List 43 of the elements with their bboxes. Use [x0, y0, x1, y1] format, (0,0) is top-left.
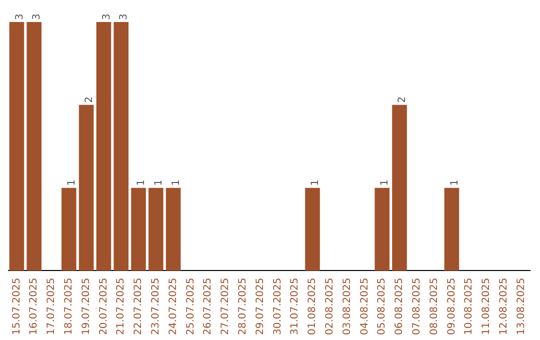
x-tick-label: 23.07.2025: [150, 278, 162, 336]
x-tick-label: 13.08.2025: [516, 278, 527, 336]
x-tick-label: 22.07.2025: [133, 278, 144, 336]
x-tick-label: 17.07.2025: [46, 278, 58, 336]
x-tick-label: 06.08.2025: [394, 278, 406, 336]
data-label: 1: [170, 179, 182, 186]
data-label: 1: [310, 179, 322, 186]
data-label: 1: [66, 179, 78, 186]
x-tick-label: 20.07.2025: [98, 278, 110, 336]
data-label: 3: [118, 14, 130, 20]
x-tick-label: 16.07.2025: [28, 278, 40, 336]
x-tick-label: 05.08.2025: [376, 278, 388, 336]
x-tick-label: 28.07.2025: [237, 278, 248, 336]
x-tick-label: 19.07.2025: [80, 278, 92, 336]
x-tick-label: 10.08.2025: [464, 278, 475, 336]
x-tick-label: 04.08.2025: [359, 278, 370, 336]
data-label: 2: [397, 96, 408, 103]
data-label: 1: [380, 179, 391, 186]
x-tick-label: 30.07.2025: [272, 278, 284, 336]
data-label: 2: [84, 96, 95, 103]
x-tick-label: 21.07.2025: [116, 278, 127, 336]
data-label: 1: [153, 179, 164, 186]
x-tick-label: 12.08.2025: [498, 278, 510, 336]
data-label: 3: [14, 14, 26, 20]
x-tick-label: 31.07.2025: [290, 278, 301, 336]
x-tick-label: 24.07.2025: [168, 278, 179, 336]
data-label: 3: [32, 14, 43, 20]
x-tick-label: 01.08.2025: [307, 278, 318, 336]
x-tick-label: 03.08.2025: [342, 278, 353, 336]
x-tick-label: 26.07.2025: [202, 278, 214, 336]
x-tick-label: 25.07.2025: [185, 278, 196, 336]
x-tick-label: 09.08.2025: [446, 278, 458, 336]
x-tick-label: 15.07.2025: [11, 278, 22, 336]
data-label: 1: [136, 179, 148, 186]
x-tick-label: 27.07.2025: [220, 278, 232, 336]
x-tick-label: 02.08.2025: [324, 278, 336, 336]
x-tick-label: 18.07.2025: [63, 278, 74, 336]
x-tick-label: 11.08.2025: [481, 278, 492, 336]
data-label: 3: [101, 14, 112, 20]
x-tick-label: 29.07.2025: [254, 278, 266, 336]
data-label: 1: [449, 179, 460, 186]
x-tick-label: 08.08.2025: [428, 278, 440, 336]
x-tick-label: 07.08.2025: [411, 278, 422, 336]
